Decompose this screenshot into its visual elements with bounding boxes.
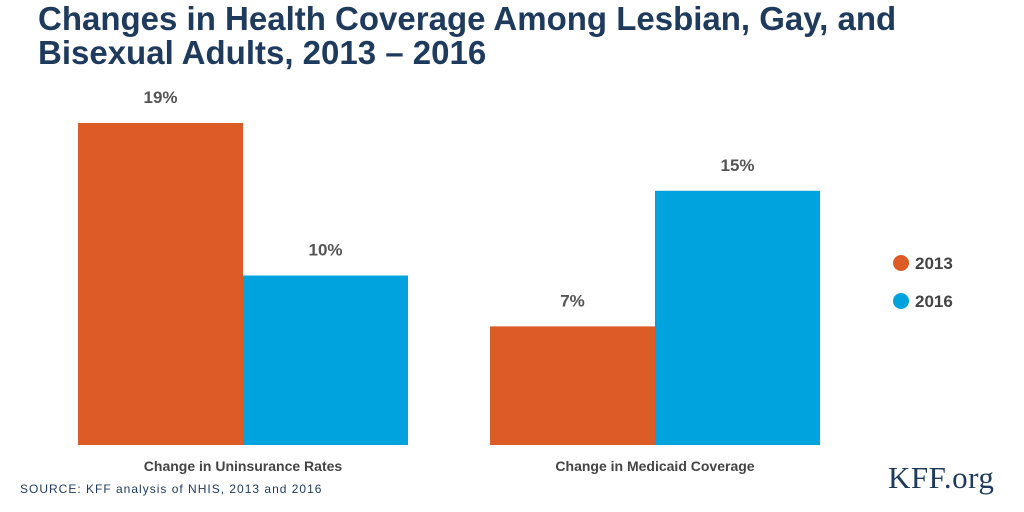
chart-title: Changes in Health Coverage Among Lesbian… [38, 0, 897, 71]
legend-swatch-2016 [893, 293, 909, 309]
bar-2013-1 [78, 123, 243, 445]
legend-label-2016: 2016 [915, 292, 953, 311]
category-label-1: Change in Uninsurance Rates [144, 458, 343, 474]
data-label-2016-2: 15% [720, 156, 754, 175]
data-label-2016-1: 10% [308, 241, 342, 260]
bar-2016-2 [655, 190, 820, 445]
legend-swatch-2013 [893, 255, 909, 271]
bar-2016-1 [243, 275, 408, 445]
kff-logo[interactable]: KFF.org [888, 460, 995, 495]
legend-label-2013: 2013 [915, 254, 953, 273]
source-note: SOURCE: KFF analysis of NHIS, 2013 and 2… [20, 482, 323, 496]
category-label-2: Change in Medicaid Coverage [555, 458, 754, 474]
data-label-2013-1: 19% [143, 88, 177, 107]
bar-2013-2 [490, 326, 655, 445]
data-label-2013-2: 7% [560, 291, 585, 310]
